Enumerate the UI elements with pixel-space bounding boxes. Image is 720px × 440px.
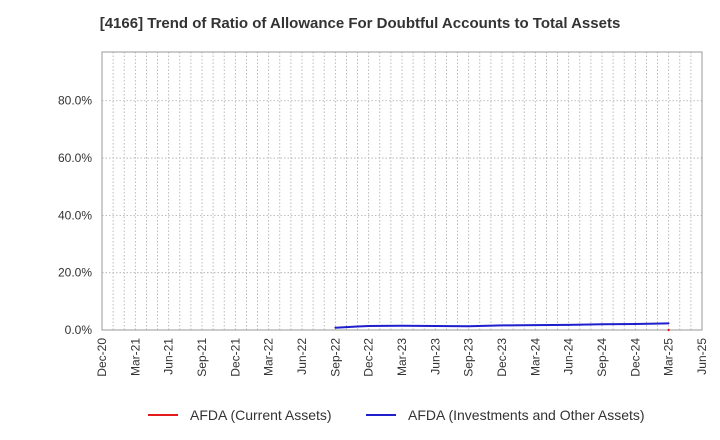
x-tick-label: Dec-21 xyxy=(228,338,242,377)
legend-label-current-assets: AFDA (Current Assets) xyxy=(190,407,332,423)
series-point-1 xyxy=(345,326,348,329)
plot-frame xyxy=(101,51,703,331)
legend: AFDA (Current Assets) AFDA (Investments … xyxy=(0,404,720,426)
series-point-1 xyxy=(467,325,470,328)
legend-item-investments: AFDA (Investments and Other Assets) xyxy=(366,404,645,426)
x-tick-label: Sep-22 xyxy=(328,338,342,377)
y-tick-label: 40.0% xyxy=(58,208,92,222)
x-tick-label: Mar-21 xyxy=(128,338,142,376)
y-tick-label: 60.0% xyxy=(58,151,92,165)
x-tick-label: Dec-23 xyxy=(495,338,509,377)
x-tick-label: Mar-25 xyxy=(662,338,676,376)
series-point-1 xyxy=(356,325,359,328)
series-point-1 xyxy=(367,325,370,327)
series-point-1 xyxy=(401,324,403,327)
series-point-1 xyxy=(567,323,570,326)
series-point-0 xyxy=(667,328,670,332)
series-point-1 xyxy=(667,322,670,325)
legend-swatch-current-assets xyxy=(148,414,178,416)
x-tick-label: Sep-23 xyxy=(462,338,476,377)
x-tick-label: Dec-24 xyxy=(628,338,642,377)
x-tick-label: Mar-23 xyxy=(395,338,409,376)
legend-swatch-investments xyxy=(366,414,396,416)
x-tick-label: Jun-23 xyxy=(428,338,442,375)
series-point-1 xyxy=(434,325,437,327)
series-point-1 xyxy=(534,324,537,327)
x-tick-label: Jun-25 xyxy=(695,338,709,375)
series-point-1 xyxy=(634,323,637,325)
x-tick-label: Mar-22 xyxy=(262,338,276,376)
x-tick-label: Jun-21 xyxy=(162,338,176,375)
series-point-1 xyxy=(334,326,337,329)
series-point-1 xyxy=(601,323,603,326)
legend-item-current-assets: AFDA (Current Assets) xyxy=(148,404,332,426)
x-tick-label: Mar-24 xyxy=(528,338,542,376)
legend-label-investments: AFDA (Investments and Other Assets) xyxy=(408,407,645,423)
x-tick-label: Sep-24 xyxy=(595,338,609,377)
x-tick-label: Dec-20 xyxy=(95,338,109,377)
grid-lines xyxy=(102,52,702,330)
x-tick-label: Jun-24 xyxy=(562,338,576,375)
chart-title: [4166] Trend of Ratio of Allowance For D… xyxy=(99,15,621,32)
y-tick-label: 0.0% xyxy=(65,323,93,337)
x-tick-label: Jun-22 xyxy=(295,338,309,375)
x-tick-label: Sep-21 xyxy=(195,338,209,377)
y-tick-label: 20.0% xyxy=(58,266,92,280)
series-point-1 xyxy=(501,324,503,327)
y-tick-label: 80.0% xyxy=(58,94,92,108)
x-tick-label: Dec-22 xyxy=(362,338,376,377)
x-axis-ticks: Dec-20 Mar-21 Jun-21 Sep-21 Dec-21 Mar-22 Jun-… xyxy=(95,338,709,377)
series-lines xyxy=(334,322,670,332)
y-axis-ticks: 0.0% 20.0% 40.0% 60.0% 80.0% xyxy=(58,94,92,337)
